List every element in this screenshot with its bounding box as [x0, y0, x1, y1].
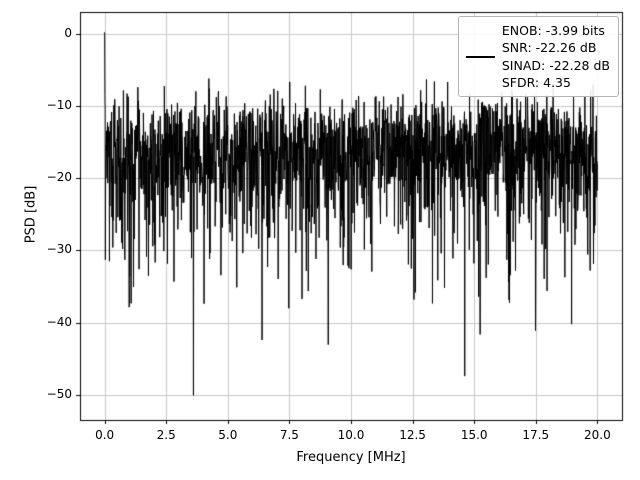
legend-box: ENOB: -3.99 bits SNR: -22.26 dB SINAD: -22…: [457, 16, 619, 97]
x-tick-label: 10.0: [337, 428, 365, 442]
legend-entry: ENOB: -3.99 bits: [501, 23, 605, 38]
x-tick-label: 17.5: [522, 428, 550, 442]
legend-entries: ENOB: -3.99 bits SNR: -22.26 dB SINAD: -22…: [502, 22, 610, 91]
legend-entry: SFDR: 4.35: [501, 74, 571, 90]
y-tick-label: −20: [46, 170, 72, 185]
y-tick-label: 0: [64, 25, 72, 40]
legend-line-sample: [465, 55, 495, 58]
legend-entry: SINAD: -22.28 dB: [501, 57, 610, 73]
x-tick-label: 2.5: [156, 428, 176, 442]
x-tick-label: 7.5: [279, 428, 299, 442]
x-tick-label: 15.0: [460, 428, 488, 442]
x-tick-label: 20.0: [584, 428, 611, 442]
y-tick-label: −50: [46, 386, 72, 401]
x-axis-label: Frequency [MHz]: [296, 450, 406, 465]
y-tick-label: −40: [46, 314, 72, 329]
x-tick-label: 0.0: [95, 428, 115, 442]
y-tick-label: −10: [46, 97, 72, 112]
y-axis-label: PSD [dB]: [23, 185, 39, 244]
legend-entry: SNR: -22.26 dB: [501, 40, 597, 56]
x-tick-label: 12.5: [399, 428, 426, 442]
y-tick-label: −30: [46, 242, 72, 257]
x-tick-label: 5.0: [218, 428, 238, 442]
